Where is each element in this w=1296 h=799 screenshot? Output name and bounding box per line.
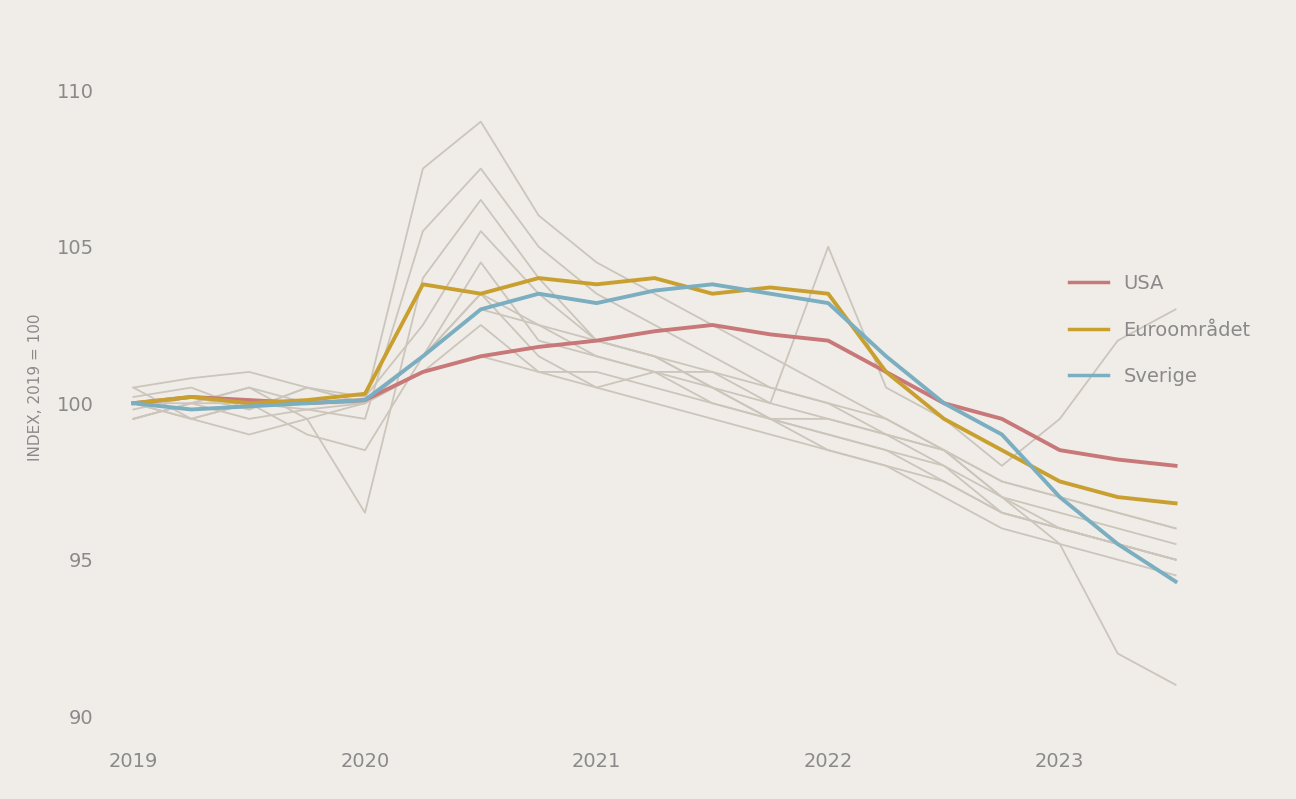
Sverige — [126, 399, 141, 408]
Sverige — [588, 298, 604, 308]
USA — [299, 399, 315, 408]
USA — [126, 399, 141, 408]
Euroområdet — [126, 399, 141, 408]
Sverige — [936, 399, 951, 408]
Sverige — [415, 352, 430, 361]
Sverige — [705, 280, 721, 289]
Euroområdet — [1168, 499, 1183, 508]
USA — [1168, 461, 1183, 471]
Sverige — [358, 396, 373, 405]
Euroområdet — [358, 389, 373, 399]
USA — [762, 330, 778, 340]
Euroområdet — [415, 280, 430, 289]
Euroområdet — [588, 280, 604, 289]
Sverige — [879, 352, 894, 361]
USA — [1109, 455, 1125, 464]
Euroområdet — [1109, 492, 1125, 502]
Sverige — [762, 289, 778, 299]
Euroområdet — [705, 289, 721, 299]
Sverige — [820, 298, 836, 308]
Line: Sverige: Sverige — [133, 284, 1175, 582]
USA — [820, 336, 836, 345]
USA — [1052, 445, 1068, 455]
Y-axis label: INDEX, 2019 = 100: INDEX, 2019 = 100 — [27, 314, 43, 461]
USA — [705, 320, 721, 330]
Euroområdet — [820, 289, 836, 299]
USA — [647, 327, 662, 336]
Sverige — [1052, 492, 1068, 502]
Sverige — [1168, 577, 1183, 586]
Euroområdet — [299, 396, 315, 405]
USA — [473, 352, 489, 361]
Euroområdet — [879, 367, 894, 376]
Sverige — [647, 286, 662, 296]
USA — [588, 336, 604, 345]
Sverige — [531, 289, 547, 299]
USA — [415, 367, 430, 376]
USA — [531, 342, 547, 352]
USA — [358, 396, 373, 405]
Sverige — [184, 404, 200, 414]
Sverige — [994, 430, 1010, 439]
Euroområdet — [762, 283, 778, 292]
Euroområdet — [241, 399, 257, 408]
USA — [879, 367, 894, 376]
Euroområdet — [1052, 477, 1068, 487]
Euroområdet — [647, 273, 662, 283]
Sverige — [241, 402, 257, 411]
USA — [994, 414, 1010, 423]
Legend: USA, Euroområdet, Sverige: USA, Euroområdet, Sverige — [1061, 267, 1258, 393]
Euroområdet — [936, 414, 951, 423]
Line: Euroområdet: Euroområdet — [133, 278, 1175, 503]
USA — [241, 396, 257, 405]
Sverige — [299, 399, 315, 408]
USA — [184, 392, 200, 402]
Sverige — [1109, 539, 1125, 549]
Sverige — [473, 304, 489, 314]
Euroområdet — [531, 273, 547, 283]
Euroområdet — [184, 392, 200, 402]
Euroområdet — [994, 445, 1010, 455]
Euroområdet — [473, 289, 489, 299]
USA — [936, 399, 951, 408]
Line: USA: USA — [133, 325, 1175, 466]
